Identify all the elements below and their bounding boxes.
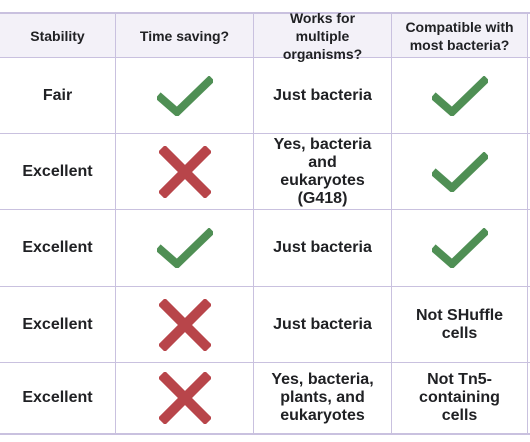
cell-stability: Excellent bbox=[22, 315, 93, 333]
check-icon bbox=[392, 58, 527, 133]
column-divider bbox=[115, 12, 116, 435]
check-icon bbox=[392, 210, 527, 286]
table-border-bottom bbox=[0, 433, 530, 435]
cell-stability: Excellent bbox=[22, 389, 93, 406]
cell-organisms: Just bacteria bbox=[273, 86, 372, 104]
check-icon bbox=[116, 210, 253, 286]
check-icon bbox=[392, 134, 527, 209]
cell-compatible: Not SHuffle cells bbox=[415, 306, 504, 342]
check-icon bbox=[116, 58, 253, 133]
header-stability: Stability bbox=[0, 14, 115, 57]
cell-organisms: Just bacteria bbox=[273, 239, 372, 256]
row-divider bbox=[0, 133, 530, 134]
cell-organisms: Yes, bacteria and eukaryotes (G418) bbox=[273, 135, 372, 207]
cell-organisms: Yes, bacteria, plants, and eukaryotes bbox=[271, 371, 374, 424]
column-divider bbox=[527, 12, 528, 435]
header-compatible: Compatible with most bacteria? bbox=[392, 14, 527, 57]
cell-compatible: Not Tn5-containing cells bbox=[419, 371, 500, 424]
table-border-top bbox=[0, 12, 530, 14]
cross-icon bbox=[116, 287, 253, 362]
cross-icon bbox=[116, 134, 253, 209]
row-divider bbox=[0, 209, 530, 210]
header-time-saving: Time saving? bbox=[116, 14, 253, 57]
column-divider bbox=[391, 12, 392, 435]
cell-stability: Excellent bbox=[22, 239, 93, 256]
column-divider bbox=[253, 12, 254, 435]
header-multiple-organisms: Works for multiple organisms? bbox=[254, 10, 391, 62]
row-divider bbox=[0, 286, 530, 287]
row-divider bbox=[0, 362, 530, 363]
row-divider bbox=[0, 57, 530, 58]
cross-icon bbox=[116, 363, 253, 433]
cell-stability: Excellent bbox=[22, 162, 93, 180]
cell-organisms: Just bacteria bbox=[273, 315, 372, 333]
cell-stability: Fair bbox=[42, 86, 73, 104]
